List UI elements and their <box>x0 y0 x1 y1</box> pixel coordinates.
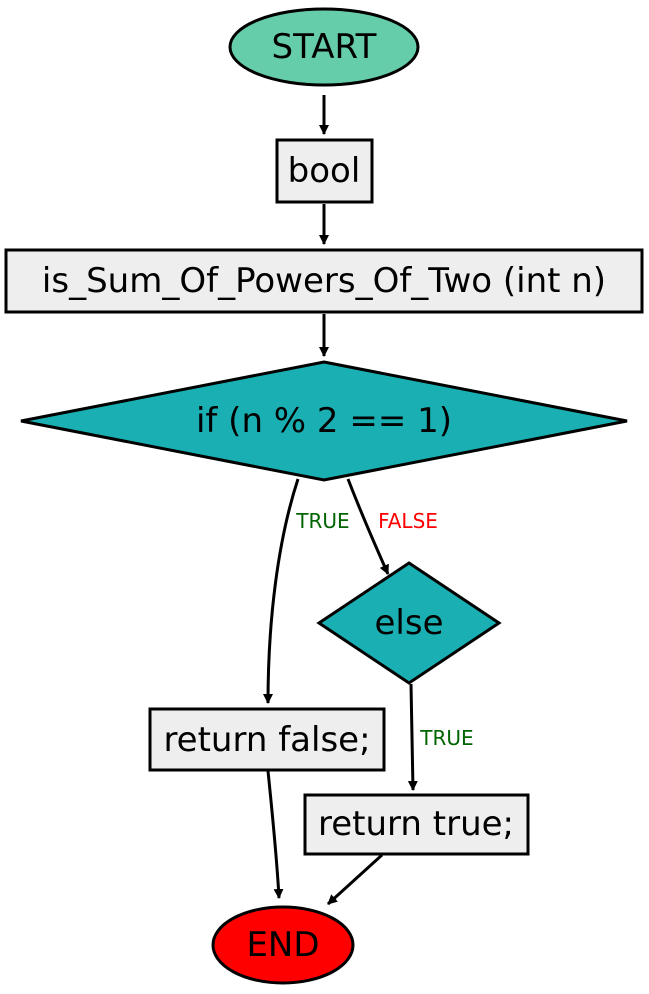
edge-label-if-true: TRUE <box>295 509 349 533</box>
if-decision-shape <box>20 360 628 482</box>
edge-return-false-to-end <box>266 770 284 899</box>
edge-else-true-to-return-true <box>407 683 418 791</box>
node-if: if (n % 2 == 1) <box>20 360 628 482</box>
edges <box>263 95 418 906</box>
end-label: END <box>246 925 319 965</box>
node-else: else <box>316 561 502 685</box>
edge-if-true-to-return-false <box>263 478 300 704</box>
start-label: START <box>272 27 377 67</box>
node-return-true: return true; <box>303 793 530 856</box>
else-decision-shape <box>316 561 502 685</box>
node-return-false: return false; <box>148 707 386 772</box>
bool-label: bool <box>288 151 361 191</box>
return-true-label: return true; <box>318 804 514 844</box>
node-bool: bool <box>275 138 374 204</box>
edge-if-false-to-else <box>346 478 390 575</box>
node-end: END <box>211 905 355 985</box>
else-label: else <box>375 603 444 643</box>
return-false-label: return false; <box>163 720 370 760</box>
signature-process-shape <box>4 248 644 314</box>
node-signature: is_Sum_Of_Powers_Of_Two (int n) <box>4 248 644 314</box>
bool-process-shape <box>275 138 374 204</box>
if-label: if (n % 2 == 1) <box>196 401 452 441</box>
edge-label-if-false: FALSE <box>378 509 438 533</box>
edge-return-true-to-end <box>326 853 384 906</box>
end-terminal-shape <box>211 905 355 985</box>
return-false-process-shape <box>148 707 386 772</box>
edge-label-else-true: TRUE <box>419 726 473 750</box>
return-true-process-shape <box>303 793 530 856</box>
node-start: START <box>228 7 420 87</box>
start-terminal-shape <box>228 7 420 87</box>
signature-label: is_Sum_Of_Powers_Of_Two (int n) <box>42 261 606 301</box>
